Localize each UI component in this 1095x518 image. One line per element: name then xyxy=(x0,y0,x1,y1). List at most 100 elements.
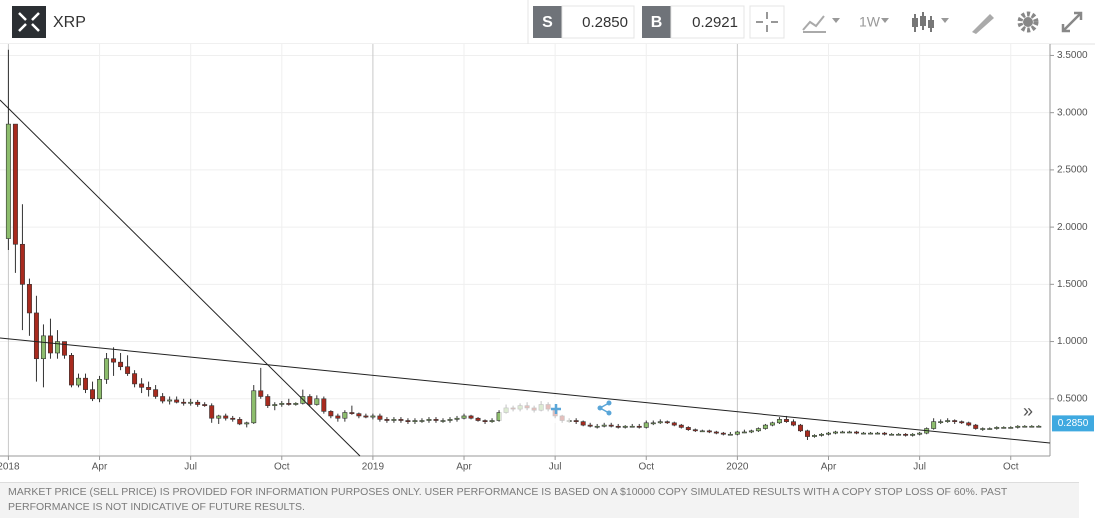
candle-body xyxy=(833,431,838,434)
timeframe-button[interactable]: 1W xyxy=(859,14,889,30)
candle-body xyxy=(33,312,39,360)
draw-button[interactable] xyxy=(972,14,994,34)
candle-body xyxy=(826,432,831,435)
candle-body xyxy=(342,412,348,419)
candle-body xyxy=(664,421,670,424)
x-tick-label: Apr xyxy=(92,462,108,473)
share-icon[interactable] xyxy=(597,400,612,416)
candle-body xyxy=(223,415,229,419)
candle-body xyxy=(1015,425,1021,428)
logo-glyph xyxy=(18,12,40,32)
symbol: XRP xyxy=(53,14,86,31)
candle-body xyxy=(47,335,53,354)
trend-line[interactable] xyxy=(0,99,361,457)
candle-body xyxy=(861,432,867,435)
candle-body xyxy=(265,396,271,406)
candle-body xyxy=(40,335,46,360)
chart-type-button[interactable] xyxy=(802,15,840,33)
candle-body xyxy=(97,379,103,400)
candle-body xyxy=(251,390,257,424)
scroll-right-button[interactable]: » xyxy=(1023,401,1033,421)
candle-body xyxy=(461,415,467,419)
candle-body xyxy=(195,401,201,405)
candles-button[interactable] xyxy=(912,12,949,32)
candle-body xyxy=(910,433,916,436)
candle-body xyxy=(987,428,993,430)
candle-body xyxy=(805,430,810,437)
buy-button[interactable]: B 0.2921 xyxy=(642,5,745,39)
candle-body xyxy=(293,403,299,405)
candle-body xyxy=(12,123,18,245)
buy-box xyxy=(670,5,745,39)
candle-body xyxy=(706,430,712,433)
candle-body xyxy=(678,424,684,428)
candle-body xyxy=(587,424,593,427)
candle-body xyxy=(938,421,944,423)
candle-body xyxy=(790,421,796,426)
candle-body xyxy=(917,432,923,435)
candle-body xyxy=(769,422,775,426)
candle-icon xyxy=(920,16,926,26)
y-tick-label: 2.5000 xyxy=(1057,165,1088,176)
share-lines xyxy=(599,402,610,414)
y-tick-label: 2.0000 xyxy=(1057,222,1088,233)
fullscreen-button[interactable] xyxy=(1061,11,1083,33)
candle-body xyxy=(952,420,958,422)
trading-view: XRP S 0.2850 B 0.2921 1W 0.5000 xyxy=(0,0,1095,473)
line-icon xyxy=(802,15,826,33)
plot-area: 0.5000 1.0000 1.5000 2.0000 2.5000 3.0000 3.50… xyxy=(0,44,1088,473)
candle-body xyxy=(685,427,691,430)
timeframe: 1W xyxy=(859,14,881,30)
candle-body xyxy=(26,284,32,314)
candle-body xyxy=(903,433,909,436)
candle-body xyxy=(314,398,320,405)
trend-line[interactable] xyxy=(0,337,1051,444)
sell-badge xyxy=(533,6,562,38)
price-tag-box xyxy=(1052,415,1094,432)
x-tick-label: Oct xyxy=(274,462,290,473)
candle-body xyxy=(776,419,782,424)
candle-body xyxy=(405,420,411,422)
add-icon[interactable] xyxy=(551,404,561,414)
candle-body xyxy=(230,417,236,420)
candle-body xyxy=(188,401,194,404)
candle-body xyxy=(62,341,67,356)
candle-body xyxy=(181,401,187,404)
candle-body xyxy=(594,425,600,428)
pen-icon xyxy=(972,14,994,34)
candle-body xyxy=(713,431,719,434)
candle-icon xyxy=(928,20,934,28)
candle-body xyxy=(363,415,369,418)
x-tick-label: 2020 xyxy=(726,462,749,473)
candle-body xyxy=(90,389,95,400)
candle-body xyxy=(447,419,453,421)
x-tick-label: 2019 xyxy=(362,462,385,473)
candle-body xyxy=(1008,427,1014,429)
candle-body xyxy=(216,415,222,419)
candle-body xyxy=(657,421,663,424)
candle-body xyxy=(636,425,642,428)
candle-body xyxy=(812,435,817,437)
dropdown-arrow xyxy=(881,18,889,23)
candle-body xyxy=(868,432,874,435)
candle-body xyxy=(819,433,824,436)
candle-body xyxy=(797,424,803,432)
candle-body xyxy=(692,429,698,432)
gear-hub xyxy=(1023,17,1033,27)
y-tick-label: 1.0000 xyxy=(1057,336,1088,347)
settings-button[interactable] xyxy=(1017,11,1039,33)
logo-box xyxy=(12,6,46,38)
buy-label: B xyxy=(651,14,663,31)
sell-button[interactable]: S 0.2850 xyxy=(533,5,635,39)
candle-body xyxy=(160,396,166,402)
candle-body xyxy=(125,366,131,374)
candle-body xyxy=(83,377,88,390)
candle-body xyxy=(629,425,635,428)
candle-body xyxy=(896,433,902,436)
crosshair-button[interactable] xyxy=(749,5,785,39)
candle-body xyxy=(1022,425,1028,428)
candle-body xyxy=(237,419,243,425)
logo[interactable] xyxy=(12,6,46,38)
candle-body xyxy=(875,432,881,435)
candle-body xyxy=(945,420,951,422)
